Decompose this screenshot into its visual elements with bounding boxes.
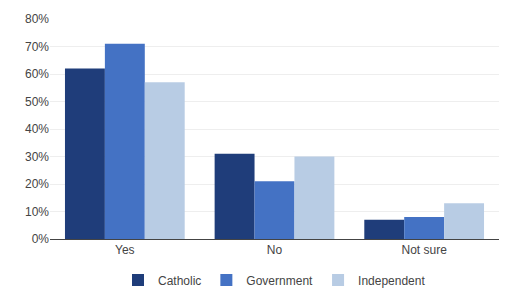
svg-text:Catholic: Catholic bbox=[158, 274, 201, 288]
svg-text:0%: 0% bbox=[32, 232, 50, 246]
svg-text:60%: 60% bbox=[25, 67, 49, 81]
svg-text:Independent: Independent bbox=[358, 274, 425, 288]
svg-text:No: No bbox=[267, 243, 283, 257]
svg-text:30%: 30% bbox=[25, 150, 49, 164]
svg-text:20%: 20% bbox=[25, 177, 49, 191]
svg-text:40%: 40% bbox=[25, 122, 49, 136]
svg-text:Government: Government bbox=[246, 274, 313, 288]
svg-text:Yes: Yes bbox=[115, 243, 135, 257]
svg-text:50%: 50% bbox=[25, 95, 49, 109]
svg-text:70%: 70% bbox=[25, 40, 49, 54]
svg-text:Not sure: Not sure bbox=[401, 243, 447, 257]
svg-text:80%: 80% bbox=[25, 12, 49, 26]
svg-text:10%: 10% bbox=[25, 205, 49, 219]
